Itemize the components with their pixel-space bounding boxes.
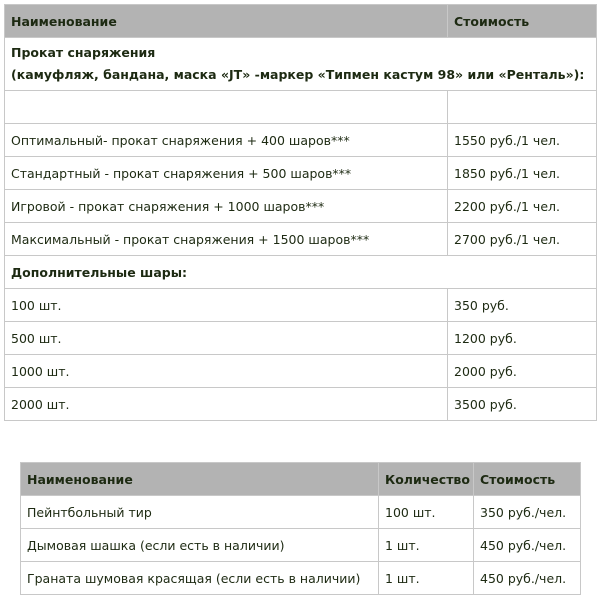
package-price: 2700 руб./1 чел. (447, 222, 597, 256)
table-header-row: Наименование Количество Стоимость (20, 462, 581, 496)
package-price: 2200 руб./1 чел. (447, 189, 597, 223)
item-name: Граната шумовая красящая (если есть в на… (20, 561, 379, 595)
balls-qty: 500 шт. (4, 321, 448, 355)
balls-qty: 2000 шт. (4, 387, 448, 421)
empty-cell (4, 90, 448, 124)
package-name: Максимальный - прокат снаряжения + 1500 … (4, 222, 448, 256)
balls-qty: 1000 шт. (4, 354, 448, 388)
balls-price: 3500 руб. (447, 387, 597, 421)
section-title: Прокат снаряжения (11, 45, 156, 60)
item-price: 450 руб./чел. (473, 528, 581, 562)
table-row: Граната шумовая красящая (если есть в на… (20, 561, 581, 595)
extras-price-table: Наименование Количество Стоимость Пейнтб… (20, 462, 581, 595)
table-header-row: Наименование Стоимость (4, 4, 597, 38)
section-row-rental: Прокат снаряжения (камуфляж, бандана, ма… (4, 37, 597, 91)
rental-price-table: Наименование Стоимость Прокат снаряжения… (4, 4, 597, 421)
header-qty: Количество (378, 462, 474, 496)
section-subtitle: (камуфляж, бандана, маска «JT» -маркер «… (11, 67, 585, 82)
section-balls-title: Дополнительные шары: (4, 255, 597, 289)
table-row: Стандартный - прокат снаряжения + 500 ша… (4, 156, 597, 190)
table-row: Пейнтбольный тир 100 шт. 350 руб./чел. (20, 495, 581, 529)
item-qty: 1 шт. (378, 528, 474, 562)
item-name: Дымовая шашка (если есть в наличии) (20, 528, 379, 562)
table-row: 500 шт. 1200 руб. (4, 321, 597, 355)
item-price: 350 руб./чел. (473, 495, 581, 529)
section-rental: Прокат снаряжения (камуфляж, бандана, ма… (4, 37, 597, 91)
balls-price: 350 руб. (447, 288, 597, 322)
package-name: Игровой - прокат снаряжения + 1000 шаров… (4, 189, 448, 223)
item-qty: 1 шт. (378, 561, 474, 595)
item-price: 450 руб./чел. (473, 561, 581, 595)
table-row: Оптимальный- прокат снаряжения + 400 шар… (4, 123, 597, 157)
header-price: Стоимость (447, 4, 597, 38)
package-price: 1850 руб./1 чел. (447, 156, 597, 190)
table-row: 1000 шт. 2000 руб. (4, 354, 597, 388)
table-row: 2000 шт. 3500 руб. (4, 387, 597, 421)
table-row: Дымовая шашка (если есть в наличии) 1 шт.… (20, 528, 581, 562)
header-name: Наименование (4, 4, 448, 38)
item-name: Пейнтбольный тир (20, 495, 379, 529)
section-row-balls: Дополнительные шары: (4, 255, 597, 289)
package-price: 1550 руб./1 чел. (447, 123, 597, 157)
header-name: Наименование (20, 462, 379, 496)
balls-price: 1200 руб. (447, 321, 597, 355)
item-qty: 100 шт. (378, 495, 474, 529)
empty-cell (447, 90, 597, 124)
empty-row (4, 90, 597, 124)
package-name: Стандартный - прокат снаряжения + 500 ша… (4, 156, 448, 190)
balls-qty: 100 шт. (4, 288, 448, 322)
table-row: Игровой - прокат снаряжения + 1000 шаров… (4, 189, 597, 223)
table-row: Максимальный - прокат снаряжения + 1500 … (4, 222, 597, 256)
balls-price: 2000 руб. (447, 354, 597, 388)
package-name: Оптимальный- прокат снаряжения + 400 шар… (4, 123, 448, 157)
table-row: 100 шт. 350 руб. (4, 288, 597, 322)
header-price: Стоимость (473, 462, 581, 496)
